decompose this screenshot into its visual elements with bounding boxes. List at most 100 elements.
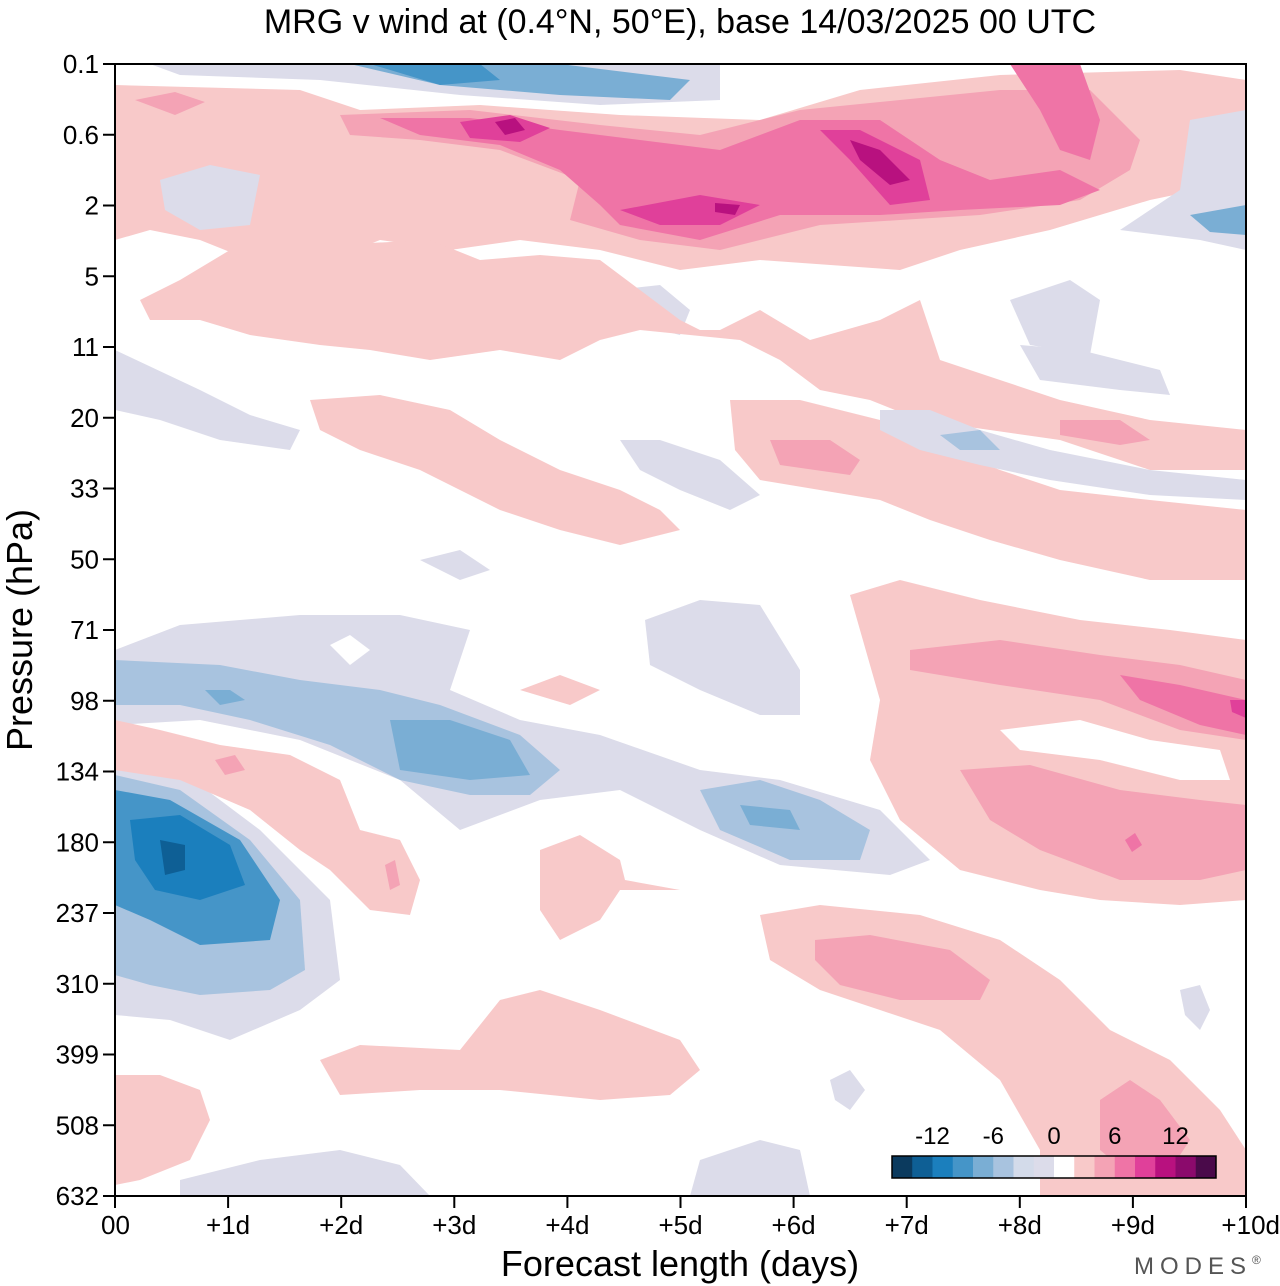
x-axis-ticks: 00 +1d +2d +3d +4d +5d +6d +7d +8d +9d +10d xyxy=(101,1196,1280,1240)
contour-pos-lower-right-hole xyxy=(1000,720,1230,780)
colorbar-swatch xyxy=(973,1156,994,1178)
contour-pos-mid-diag2 xyxy=(310,395,680,545)
heatmap-field xyxy=(115,64,1246,1196)
x-tick-label: +5d xyxy=(658,1210,702,1240)
y-tick-label: 632 xyxy=(56,1181,99,1211)
contour-neg-mid-small xyxy=(160,165,260,230)
y-tick-label: 508 xyxy=(56,1110,99,1140)
colorbar-swatch xyxy=(912,1156,933,1178)
contour-neg-180-core xyxy=(740,805,800,830)
contour-pos-lower-left xyxy=(115,720,420,915)
x-tick-label: +4d xyxy=(545,1210,589,1240)
y-axis-label: Pressure (hPa) xyxy=(0,509,40,751)
x-tick-label: +10d xyxy=(1221,1210,1280,1240)
contour-neg-lower-small xyxy=(205,690,245,705)
contour-neg-left-core xyxy=(160,840,185,875)
contour-neg-small-508 xyxy=(830,1070,865,1110)
y-tick-label: 237 xyxy=(56,898,99,928)
colorbar-swatch xyxy=(932,1156,954,1178)
y-tick-label: 0.6 xyxy=(63,120,99,150)
contour-pos-237-mid xyxy=(815,935,990,1000)
colorbar-frame xyxy=(891,1155,1217,1179)
contour-pos-upper-max5 xyxy=(850,140,910,185)
x-tick-label: +6d xyxy=(772,1210,816,1240)
contour-pos-bottom-left xyxy=(115,1075,210,1185)
contour-pos-upper-top-right xyxy=(1010,64,1100,160)
contour-pos-lower-right-small xyxy=(1125,833,1142,852)
contour-pos-upper-strong xyxy=(380,118,1100,240)
colorbar: -12 -6 0 6 12 xyxy=(891,1123,1217,1179)
contour-pos-lower-right-mid xyxy=(910,640,1246,740)
contour-pos-mid-diag3b xyxy=(770,440,860,475)
brand-name: MODES xyxy=(1134,1253,1252,1280)
x-tick-label: +1d xyxy=(206,1210,250,1240)
x-tick-label: +7d xyxy=(885,1210,929,1240)
colorbar-swatch xyxy=(952,1156,974,1178)
y-tick-label: 180 xyxy=(56,827,99,857)
x-tick-label: +8d xyxy=(998,1210,1042,1240)
contour-pos-upper-max6 xyxy=(715,203,740,215)
colorbar-label: -6 xyxy=(983,1123,1004,1150)
contour-pos-lower-right-strong xyxy=(1120,675,1246,735)
contour-neg-left-bigblob4 xyxy=(130,815,245,900)
contour-neg-hole xyxy=(330,635,370,665)
contour-pos-upper-max3 xyxy=(620,195,760,225)
x-tick-label: 00 xyxy=(101,1210,130,1240)
colorbar-swatch xyxy=(993,1156,1014,1178)
contour-pos-lower-right-core xyxy=(1230,700,1246,718)
x-axis-label: Forecast length (days) xyxy=(501,1243,859,1284)
colorbar-swatch xyxy=(1155,1156,1176,1178)
y-axis-ticks: 0.1 0.6 2 5 11 20 33 50 71 98 134 180 237 310 399 508 63… xyxy=(56,49,115,1211)
contour-pos-lower-left-small xyxy=(215,755,245,775)
contour-pos-lower-mid xyxy=(520,675,600,705)
colorbar-label: -12 xyxy=(915,1123,950,1150)
contour-neg-mid-diag xyxy=(115,350,300,450)
contour-pos-upper-left xyxy=(135,92,205,115)
contour-pos-mid-right xyxy=(1060,420,1150,445)
brand-logo: MODES® xyxy=(1134,1253,1267,1280)
y-tick-label: 50 xyxy=(70,544,99,574)
x-tick-label: +3d xyxy=(432,1210,476,1240)
y-tick-label: 134 xyxy=(56,757,99,787)
y-tick-label: 2 xyxy=(85,191,99,221)
colorbar-swatch xyxy=(1013,1156,1035,1178)
colorbar-swatch xyxy=(1195,1156,1217,1178)
contour-neg-mid-right xyxy=(1020,345,1170,395)
contour-neg-midright xyxy=(1010,280,1100,355)
y-tick-label: 33 xyxy=(70,474,99,504)
colorbar-swatch xyxy=(1074,1156,1095,1178)
contour-neg-71-patch xyxy=(645,600,800,715)
colorbar-label: 12 xyxy=(1162,1123,1189,1150)
y-tick-label: 399 xyxy=(56,1040,99,1070)
contour-neg-bottom xyxy=(180,1150,430,1196)
contour-neg-bottom-right xyxy=(690,1140,810,1196)
colorbar-swatch xyxy=(1033,1156,1055,1178)
colorbar-swatch xyxy=(1135,1156,1156,1178)
chart-title: MRG v wind at (0.4°N, 50°E), base 14/03/… xyxy=(264,3,1096,41)
contour-pos-lower-right-mid2 xyxy=(960,765,1246,880)
contour-neg-mid-diag3b xyxy=(940,430,1000,450)
colorbar-swatch xyxy=(892,1156,913,1178)
colorbar-swatch xyxy=(1094,1156,1116,1178)
contour-pos-upper-max4 xyxy=(495,118,525,135)
y-tick-label: 71 xyxy=(70,615,99,645)
contour-pos-mid-diag1 xyxy=(140,240,1246,470)
brand-mark: ® xyxy=(1252,1253,1267,1267)
contour-neg-right-upper2 xyxy=(1190,205,1246,235)
colorbar-swatch xyxy=(1175,1156,1197,1178)
x-tick-label: +9d xyxy=(1111,1210,1155,1240)
contour-neg-mid-diag2 xyxy=(620,440,760,510)
colorbar-swatch xyxy=(1054,1156,1075,1178)
colorbar-label: 6 xyxy=(1108,1123,1121,1150)
contour-pos-lower-center xyxy=(540,835,680,940)
contour-pos-508 xyxy=(1100,1080,1190,1175)
y-tick-label: 0.1 xyxy=(63,49,99,79)
y-tick-label: 11 xyxy=(72,332,99,362)
colorbar-swatch xyxy=(1114,1156,1136,1178)
contour-pos-mid-diag3 xyxy=(730,400,1246,580)
contour-pos-lower-small2 xyxy=(385,860,400,890)
y-tick-label: 20 xyxy=(70,403,99,433)
contour-neg-lower-strong xyxy=(390,720,530,780)
contour-neg-small-310 xyxy=(1180,985,1210,1030)
